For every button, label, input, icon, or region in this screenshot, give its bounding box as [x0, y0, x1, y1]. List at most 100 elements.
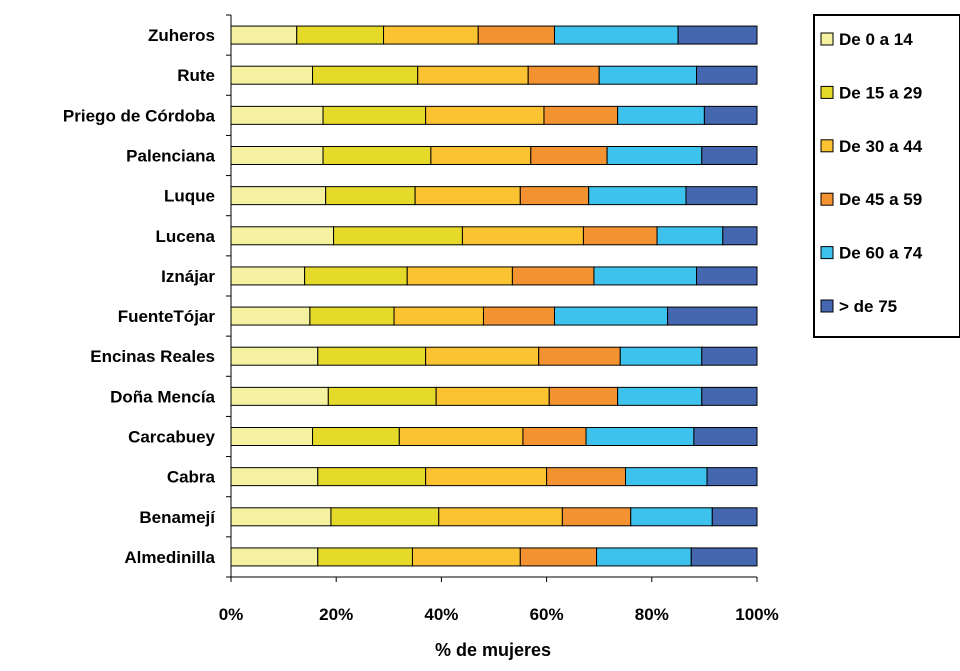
bar-benameji-de-15-a-29 — [330, 507, 440, 527]
legend-swatch-de-30-a-44 — [820, 139, 834, 153]
legend-label-de-0-a-14: De 0 a 14 — [839, 30, 913, 49]
bar-luque-de-30-a-44 — [414, 186, 521, 206]
legend-label-de-60-a-74: De 60 a 74 — [839, 244, 923, 263]
bar-iznajar-de-45-a-59 — [511, 266, 595, 286]
bar-encinas-reales-de-30-a-44 — [425, 346, 540, 366]
bar-palenciana-de-30-a-44 — [430, 146, 532, 165]
bar-zuheros-de-75 — [677, 25, 758, 45]
bar-dona-mencia-de-75 — [701, 386, 758, 406]
bar-zuheros-de-30-a-44 — [383, 25, 479, 45]
bar-dona-mencia-de-30-a-44 — [435, 386, 550, 406]
bar-carcabuey-de-30-a-44 — [398, 427, 524, 446]
bar-lucena-de-0-a-14 — [230, 226, 335, 246]
bar-priego-de-cordoba-de-75 — [703, 105, 758, 125]
legend-label-de-45-a-59: De 45 a 59 — [839, 190, 922, 209]
bar-rute-de-0-a-14 — [230, 65, 314, 85]
bar-cabra-de-60-a-74 — [625, 467, 708, 487]
bar-benameji-de-60-a-74 — [630, 507, 713, 527]
bar-encinas-reales-de-0-a-14 — [230, 346, 319, 366]
bar-priego-de-cordoba-de-30-a-44 — [425, 105, 545, 125]
bar-fuentetojar-de-30-a-44 — [393, 306, 484, 326]
bar-benameji-de-0-a-14 — [230, 507, 332, 527]
x-tick-label: 80% — [635, 605, 669, 624]
bar-almedinilla-de-30-a-44 — [411, 547, 521, 567]
bar-palenciana-de-60-a-74 — [606, 146, 703, 165]
bar-almedinilla-de-60-a-74 — [596, 547, 692, 567]
legend-label-de-75: > de 75 — [839, 297, 897, 316]
bar-luque-de-0-a-14 — [230, 186, 327, 206]
bar-palenciana-de-15-a-29 — [322, 146, 432, 165]
bar-fuentetojar-de-75 — [667, 306, 758, 326]
legend-label-de-15-a-29: De 15 a 29 — [839, 83, 922, 102]
bar-almedinilla-de-45-a-59 — [519, 547, 598, 567]
legend-swatch-de-75 — [820, 299, 834, 313]
bar-dona-mencia-de-60-a-74 — [617, 386, 703, 406]
bar-carcabuey-de-0-a-14 — [230, 427, 314, 446]
category-label: FuenteTójar — [118, 307, 216, 326]
bar-fuentetojar-de-45-a-59 — [482, 306, 555, 326]
bar-cabra-de-0-a-14 — [230, 467, 319, 487]
legend-swatch-de-0-a-14 — [820, 32, 834, 46]
bar-dona-mencia-de-0-a-14 — [230, 386, 329, 406]
category-label: Encinas Reales — [90, 347, 215, 366]
bar-almedinilla-de-75 — [690, 547, 758, 567]
x-axis-title: % de mujeres — [435, 640, 551, 660]
bar-iznajar-de-0-a-14 — [230, 266, 306, 286]
bar-cabra-de-30-a-44 — [425, 467, 548, 487]
x-tick-label: 20% — [319, 605, 353, 624]
bar-priego-de-cordoba-de-0-a-14 — [230, 105, 324, 125]
category-label: Cabra — [167, 468, 216, 487]
bar-encinas-reales-de-15-a-29 — [317, 346, 427, 366]
bar-luque-de-75 — [685, 186, 758, 206]
bar-zuheros-de-45-a-59 — [477, 25, 555, 45]
x-tick-label: 0% — [219, 605, 244, 624]
bar-carcabuey-de-15-a-29 — [312, 427, 400, 446]
legend-swatch-de-60-a-74 — [820, 246, 834, 260]
bar-encinas-reales-de-75 — [701, 346, 758, 366]
bar-cabra-de-45-a-59 — [546, 467, 626, 487]
category-label: Carcabuey — [128, 428, 215, 447]
bar-encinas-reales-de-60-a-74 — [619, 346, 703, 366]
legend-swatch-de-45-a-59 — [820, 192, 834, 206]
bar-lucena-de-75 — [722, 226, 758, 246]
x-tick-label: 100% — [735, 605, 778, 624]
bar-cabra-de-15-a-29 — [317, 467, 427, 487]
bar-dona-mencia-de-15-a-29 — [327, 386, 437, 406]
legend-label-de-30-a-44: De 30 a 44 — [839, 137, 923, 156]
bar-benameji-de-75 — [711, 507, 758, 527]
legend-box — [813, 14, 960, 338]
bar-luque-de-60-a-74 — [588, 186, 687, 206]
bar-lucena-de-30-a-44 — [461, 226, 584, 246]
category-label: Zuheros — [148, 26, 215, 45]
x-tick-label: 40% — [424, 605, 458, 624]
axes-layer — [226, 14, 758, 582]
bar-palenciana-de-0-a-14 — [230, 146, 324, 165]
bar-luque-de-15-a-29 — [325, 186, 416, 206]
bar-benameji-de-30-a-44 — [438, 507, 563, 527]
bar-lucena-de-60-a-74 — [656, 226, 724, 246]
bar-carcabuey-de-75 — [693, 427, 758, 446]
bar-zuheros-de-0-a-14 — [230, 25, 298, 45]
bar-fuentetojar-de-0-a-14 — [230, 306, 311, 326]
bar-iznajar-de-60-a-74 — [593, 266, 698, 286]
bar-rute-de-45-a-59 — [527, 65, 600, 85]
category-label: Doña Mencía — [110, 387, 215, 406]
bar-rute-de-15-a-29 — [312, 65, 419, 85]
bar-fuentetojar-de-15-a-29 — [309, 306, 395, 326]
bar-iznajar-de-15-a-29 — [304, 266, 408, 286]
bar-palenciana-de-75 — [701, 146, 758, 165]
bar-iznajar-de-30-a-44 — [406, 266, 513, 286]
bar-zuheros-de-60-a-74 — [553, 25, 679, 45]
category-label: Palenciana — [126, 147, 215, 166]
bar-carcabuey-de-60-a-74 — [585, 427, 695, 446]
bar-fuentetojar-de-60-a-74 — [553, 306, 669, 326]
bar-zuheros-de-15-a-29 — [296, 25, 385, 45]
category-label: Benamejí — [139, 508, 216, 527]
bar-lucena-de-15-a-29 — [333, 226, 463, 246]
bar-priego-de-cordoba-de-60-a-74 — [617, 105, 705, 125]
bar-cabra-de-75 — [706, 467, 758, 487]
bars-layer — [230, 25, 758, 567]
category-label: Rute — [177, 66, 215, 85]
